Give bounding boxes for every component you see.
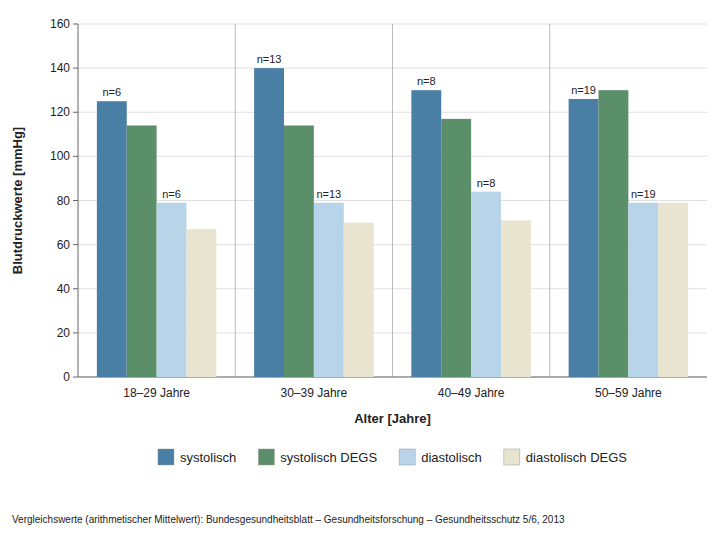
y-tick: [73, 377, 78, 378]
y-tick-label: 20: [57, 326, 71, 340]
bars: [97, 68, 688, 377]
y-tick-label: 100: [50, 149, 70, 163]
y-axis-title: Blutdruckwerte [mmHg]: [10, 127, 25, 274]
group-separator: [235, 24, 236, 377]
y-tick-label: 160: [50, 17, 70, 31]
y-tick: [73, 288, 78, 289]
bar: [501, 220, 531, 377]
annotations: n=6 n=6 n=13 n=13 n=8 n=8 n=19 n=19: [102, 53, 655, 200]
legend-swatch: [258, 449, 274, 465]
y-tick-label: 40: [57, 282, 71, 296]
annotation: n=6: [162, 188, 181, 200]
y-tick: [73, 244, 78, 245]
annotation: n=6: [102, 86, 121, 98]
legend-label: diastolisch: [421, 450, 482, 465]
legend-item: diastolisch: [399, 449, 482, 465]
y-tick: [73, 156, 78, 157]
bar: [157, 203, 187, 377]
legend-item: systolisch: [158, 449, 236, 465]
bar: [628, 203, 658, 377]
bar: [187, 229, 217, 377]
y-tick: [73, 24, 78, 25]
grid: [78, 24, 707, 377]
y-tick-label: 60: [57, 238, 71, 252]
legend-label: diastolisch DEGS: [526, 450, 627, 465]
legend-swatch: [504, 449, 520, 465]
chart-svg: 0 20 40 60 80 100 120 140 160 18–29 Jahre 30–39 Ja…: [0, 0, 727, 537]
bar: [598, 90, 628, 377]
annotation: n=8: [417, 75, 436, 87]
y-tick-label: 80: [57, 194, 71, 208]
bar: [97, 101, 127, 377]
axes: 0 20 40 60 80 100 120 140 160 18–29 Jahre 30–39 Ja…: [50, 17, 707, 400]
annotation: n=19: [571, 84, 596, 96]
y-axis-line: [78, 24, 79, 377]
annotation: n=8: [477, 177, 496, 189]
annotation: n=19: [631, 188, 656, 200]
bar: [127, 125, 157, 377]
x-tick-label: 50–59 Jahre: [595, 386, 662, 400]
legend-label: systolisch DEGS: [280, 450, 377, 465]
bar: [441, 119, 471, 377]
y-tick-label: 120: [50, 105, 70, 119]
chart-container: 0 20 40 60 80 100 120 140 160 18–29 Jahre 30–39 Ja…: [0, 0, 727, 537]
y-tick-label: 0: [63, 370, 70, 384]
annotation: n=13: [316, 188, 341, 200]
legend-swatch: [399, 449, 415, 465]
bar: [411, 90, 441, 377]
x-axis-title: Alter [Jahre]: [354, 411, 431, 426]
bar: [471, 192, 501, 377]
group-separator: [549, 24, 550, 377]
legend-item: diastolisch DEGS: [504, 449, 627, 465]
x-tick-label: 18–29 Jahre: [123, 386, 190, 400]
x-tick-label: 40–49 Jahre: [438, 386, 505, 400]
legend-label: systolisch: [180, 450, 236, 465]
bar: [658, 203, 688, 377]
y-tick: [73, 112, 78, 113]
bar: [284, 125, 314, 377]
footnote: Vergleichswerte (arithmetischer Mittelwe…: [12, 514, 565, 525]
y-tick: [73, 332, 78, 333]
bar: [344, 223, 374, 377]
bar: [254, 68, 284, 377]
legend: systolisch systolisch DEGS diastolisch dias…: [158, 449, 627, 465]
bar: [314, 203, 344, 377]
bar: [569, 99, 599, 377]
y-tick: [73, 68, 78, 69]
x-tick-label: 30–39 Jahre: [281, 386, 348, 400]
y-tick-label: 140: [50, 61, 70, 75]
annotation: n=13: [257, 53, 282, 65]
legend-swatch: [158, 449, 174, 465]
legend-item: systolisch DEGS: [258, 449, 377, 465]
y-tick: [73, 200, 78, 201]
group-separator: [392, 24, 393, 377]
